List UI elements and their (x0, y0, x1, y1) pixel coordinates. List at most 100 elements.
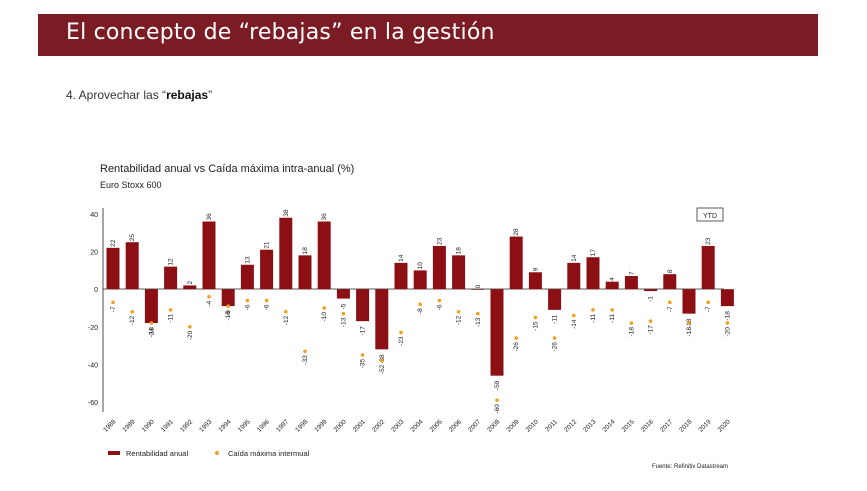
legend: Rentabilidad anual Caída máxima intermua… (108, 449, 310, 458)
bar (413, 270, 427, 290)
bar-value-label: 28 (513, 228, 520, 236)
x-tick-label: 1989 (121, 418, 136, 433)
bar (317, 221, 331, 290)
dot-value-label: -13 (340, 317, 347, 327)
drawdown-dot (380, 358, 384, 363)
dot-value-label: -20 (187, 330, 194, 340)
chart-title: Rentabilidad anual vs Caída máxima intra… (100, 163, 354, 175)
y-tick-label: -20 (88, 325, 98, 332)
dot-value-label: -13 (475, 317, 482, 327)
x-tick-label: 2003 (390, 418, 405, 433)
x-tick-label: 1999 (313, 418, 328, 433)
dot-value-label: -11 (590, 314, 597, 323)
y-tick-label: 0 (94, 287, 98, 294)
bar (298, 255, 312, 290)
dot-value-label: -60 (494, 404, 501, 414)
drawdown-dot (284, 309, 288, 314)
x-tick-label: 2007 (467, 418, 482, 433)
bar (356, 289, 370, 322)
dot-value-label: -7 (110, 306, 117, 312)
bar (701, 245, 715, 290)
bar (164, 266, 178, 290)
bar (279, 217, 293, 290)
drawdown-dot (629, 321, 634, 325)
bar-series: 2225-2412236-161321381836-5-17-381410231… (106, 209, 734, 390)
title-banner: El concepto de “rebajas” en la gestión (38, 14, 818, 56)
bar-value-label: -5 (340, 303, 347, 309)
dot-value-label: -35 (360, 359, 367, 369)
x-tick-label: 2001 (352, 418, 367, 433)
bar-value-label: 13 (244, 256, 251, 264)
bar-value-label: 4 (609, 277, 616, 281)
x-tick-label: 1997 (275, 418, 290, 433)
drawdown-dot (706, 300, 710, 305)
drawdown-dot (495, 398, 499, 402)
drawdown-dot (188, 325, 192, 329)
bar (125, 242, 139, 290)
bar-value-label: 18 (302, 247, 309, 255)
dot-value-label: -18 (148, 327, 155, 337)
drawdown-dot (111, 300, 115, 305)
x-tick-label: 2019 (697, 418, 712, 433)
point-heading: 4. Aprovechar las “rebajas” (66, 88, 212, 102)
dot-value-label: -8 (417, 308, 424, 314)
bar (548, 289, 562, 310)
bar (221, 289, 235, 307)
bar-value-label: 25 (129, 234, 136, 242)
bar-value-label: 23 (436, 237, 443, 245)
bar (452, 255, 466, 290)
bar (490, 289, 504, 376)
drawdown-dot (514, 336, 518, 340)
x-tick-label: 1992 (179, 418, 194, 433)
bar-value-label: 10 (417, 262, 424, 270)
x-tick-label: 2002 (371, 418, 386, 433)
bar (260, 249, 274, 290)
bar (471, 289, 485, 290)
x-tick-label: 2013 (582, 418, 597, 433)
dot-value-label: -23 (398, 336, 405, 346)
bar-value-label: 8 (667, 269, 674, 273)
drawdown-dot (648, 319, 653, 323)
x-tick-label: 1998 (294, 418, 309, 433)
x-tick-label: 2004 (409, 418, 424, 433)
dot-value-label: -14 (571, 319, 578, 329)
x-tick-label: 2008 (486, 418, 501, 433)
y-tick-label: -40 (88, 362, 98, 369)
x-tick-label: 2018 (678, 418, 693, 433)
drawdown-dot (149, 321, 154, 325)
x-tick-label: 1994 (217, 418, 232, 433)
x-tick-label: 2020 (717, 418, 732, 433)
dot-value-label: -15 (532, 321, 539, 331)
x-axis-labels: 1988 1989 1990 1991 1992 1993 1994 1995 1996 1997… (102, 418, 732, 433)
ytd-badge: YTD (696, 207, 724, 222)
y-tick-label: 40 (90, 212, 98, 219)
bar-value-label: 38 (283, 209, 290, 217)
dot-value-label: -12 (129, 315, 136, 325)
dot-value-label: -12 (283, 315, 290, 325)
ytd-badge-label: YTD (703, 213, 717, 220)
x-tick-label: 1990 (141, 418, 156, 433)
dot-value-label: -7 (705, 306, 712, 312)
bar-value-label: 14 (398, 254, 405, 262)
y-tick-label: -60 (88, 400, 98, 407)
bar (432, 245, 446, 290)
drawdown-dot (456, 309, 461, 314)
drawdown-dot (399, 330, 403, 335)
bar (567, 262, 581, 290)
bar-value-label: 21 (264, 241, 271, 249)
slide-title: El concepto de “rebajas” en la gestión (66, 20, 495, 45)
dot-series: -7 -12 -18 -11 -20 -4 -9 -6 -6 -12 -33 -10 -13 -35 -52… (110, 294, 731, 414)
bar-value-label: 0 (475, 284, 482, 288)
bar (106, 247, 120, 290)
drawdown-dot (130, 309, 134, 314)
x-tick-label: 2017 (659, 418, 674, 433)
x-tick-label: 1995 (237, 418, 252, 433)
bar-value-label: 9 (532, 267, 539, 271)
dot-value-label: -7 (667, 306, 674, 312)
chart-subtitle: Euro Stoxx 600 (100, 180, 162, 190)
dot-value-label: -9 (225, 310, 232, 316)
legend-label-bar: Rentabilidad anual (126, 449, 188, 458)
legend-swatch-dot (215, 451, 219, 455)
x-tick-label: 2000 (333, 418, 348, 433)
